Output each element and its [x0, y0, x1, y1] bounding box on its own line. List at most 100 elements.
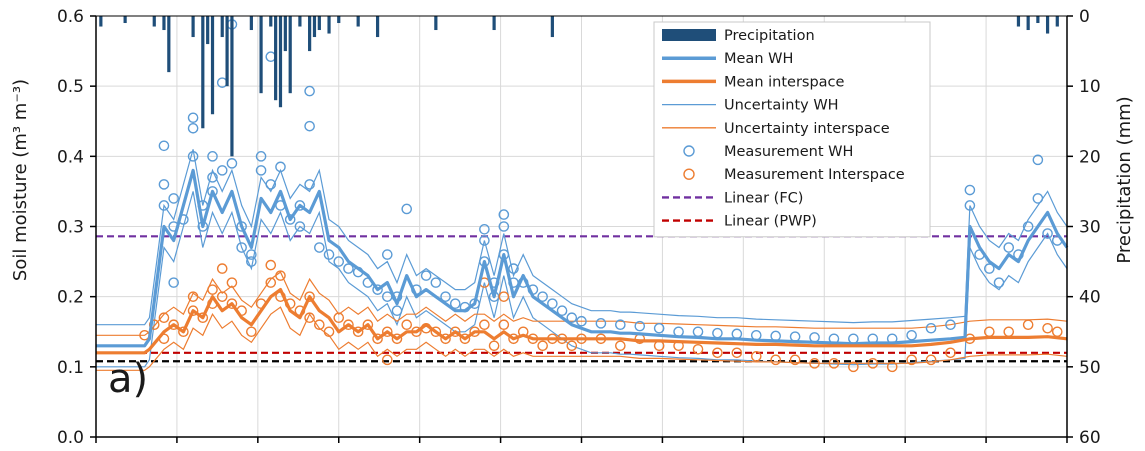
- measurement-point: [304, 120, 315, 132]
- measurement-point: [207, 172, 218, 183]
- left-tick-label: 0.4: [57, 147, 84, 167]
- right-tick-label: 40: [1079, 288, 1101, 308]
- measurement-point: [197, 312, 209, 324]
- measurement-point: [945, 319, 956, 331]
- measurement-point: [372, 333, 383, 345]
- precipitation-bar: [259, 16, 263, 94]
- legend-label: Mean interspace: [724, 74, 845, 90]
- legend-label: Linear (PWP): [724, 214, 817, 230]
- measurement-point: [1032, 193, 1044, 204]
- legend-swatch: [683, 145, 695, 157]
- measurement-point: [479, 319, 490, 331]
- legend-label: Uncertainty interspace: [724, 121, 890, 137]
- precipitation-bar: [123, 16, 127, 24]
- left-axis-ticks: 0.0 0.1 0.2 0.3 0.4 0.5 0.6: [57, 7, 84, 448]
- measurement-point: [343, 263, 354, 274]
- measurement-point: [304, 312, 315, 324]
- measurement-point: [352, 326, 364, 338]
- measurement-point: [440, 291, 451, 302]
- measurement-point: [226, 277, 238, 288]
- measurement-point: [508, 263, 519, 274]
- legend-label: Measurement Interspace: [724, 167, 905, 183]
- legend-swatch: [683, 168, 695, 180]
- measurement-point: [459, 333, 471, 345]
- axes: [90, 15, 1073, 443]
- right-axis-label: Precipitation (mm): [1114, 96, 1135, 263]
- uncertainty-line: [96, 149, 1068, 326]
- right-tick-label: 20: [1079, 147, 1101, 167]
- measurement-point: [731, 347, 743, 359]
- measurement-point: [809, 332, 820, 343]
- measurement-point: [595, 318, 607, 329]
- measurement-point: [537, 291, 548, 302]
- measurement-point: [294, 221, 306, 232]
- precipitation-bar: [298, 16, 302, 27]
- precipitation-bar: [191, 16, 195, 38]
- precipitation-bar: [1055, 16, 1059, 27]
- measurement-point: [615, 340, 626, 352]
- measurement-point: [440, 333, 451, 345]
- measurement-point: [479, 235, 490, 246]
- measurement-point: [207, 151, 218, 162]
- measurement-point: [886, 361, 898, 373]
- measurement-point: [430, 277, 442, 288]
- legend-label: Uncertainty WH: [724, 98, 839, 114]
- precipitation-bar: [269, 16, 273, 27]
- measurement-point: [391, 333, 403, 345]
- measurement-point: [381, 249, 393, 260]
- measurement-point: [314, 319, 325, 331]
- measurement-point: [187, 122, 199, 134]
- measurement-point: [168, 277, 179, 288]
- measurement-point: [1032, 154, 1044, 166]
- measurement-point: [906, 354, 917, 366]
- measurement-point: [1022, 319, 1034, 331]
- precipitation-bar: [278, 16, 283, 108]
- measurement-point: [712, 327, 723, 339]
- measurement-point: [770, 330, 782, 342]
- measurement-point: [964, 184, 976, 196]
- measurement-point: [304, 291, 315, 302]
- measurement-point: [246, 249, 257, 260]
- precipitation-bar: [337, 16, 341, 24]
- legend: Precipitation Mean WH Mean interspace Uncer…: [653, 21, 931, 238]
- precipitation-bar: [492, 16, 496, 31]
- measurement-point: [401, 203, 413, 215]
- measurement-point: [178, 326, 189, 338]
- measurement-point: [964, 200, 976, 211]
- measurement-point: [498, 291, 510, 302]
- measurement-point: [401, 319, 413, 331]
- measurement-point: [168, 319, 179, 331]
- precipitation-bar: [356, 16, 360, 27]
- precipitation-bar: [312, 16, 317, 38]
- measurement-point: [1003, 242, 1015, 253]
- measurement-point: [420, 270, 432, 281]
- precipitation-bar: [375, 16, 380, 38]
- measurement-point: [207, 284, 218, 295]
- measurement-point: [556, 305, 568, 317]
- measurement-point: [789, 331, 801, 342]
- measurement-point: [984, 263, 995, 274]
- precipitation-bar: [249, 16, 253, 31]
- measurement-point: [187, 305, 199, 317]
- measurement-point: [333, 256, 345, 267]
- measurement-point: [653, 322, 665, 334]
- precipitation-bar: [1016, 16, 1021, 27]
- right-tick-label: 30: [1079, 218, 1101, 238]
- measurement-point: [537, 340, 548, 352]
- measurement-point: [1051, 326, 1063, 338]
- measurement-point: [158, 179, 170, 190]
- right-tick-label: 10: [1079, 77, 1101, 97]
- legend-label: Precipitation: [724, 28, 815, 44]
- uncertainty-line: [96, 191, 1068, 368]
- measurement-point: [1042, 228, 1053, 239]
- precipitation-bar: [167, 16, 171, 73]
- measurement-point: [158, 140, 170, 152]
- measurement-point: [498, 319, 510, 331]
- measurement-point: [187, 151, 199, 162]
- right-tick-label: 60: [1079, 428, 1101, 448]
- left-tick-label: 0.6: [57, 7, 84, 27]
- panel-label: a): [108, 356, 148, 402]
- left-axis-label: Soil moisture (m³ m⁻³): [10, 79, 31, 281]
- legend-label: Mean WH: [724, 51, 793, 67]
